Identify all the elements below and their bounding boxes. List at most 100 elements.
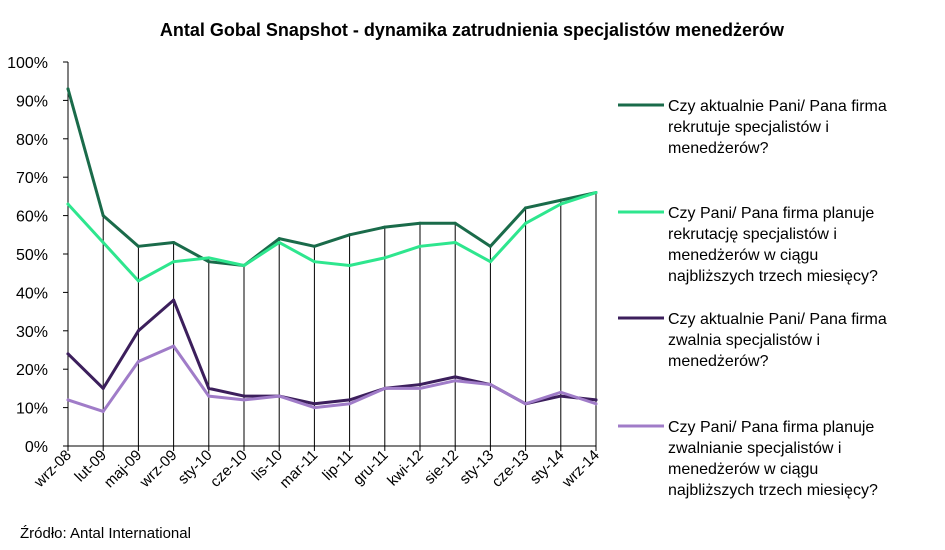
data-point [453,221,457,225]
x-tick-label: kwi-12 [384,447,427,490]
data-point [66,352,70,356]
data-point [559,390,563,394]
data-point [453,375,457,379]
data-point [101,409,105,413]
data-point [277,237,281,241]
data-point [418,386,422,390]
data-point [312,260,316,264]
x-tick-label: mar-11 [276,447,321,492]
data-point [453,379,457,383]
y-tick-label: 90% [16,93,48,110]
data-point [312,406,316,410]
data-point [348,402,352,406]
data-point [524,402,528,406]
data-point [101,214,105,218]
legend-label: menedżerów w ciągu [668,461,818,478]
data-point [136,244,140,248]
data-point [348,264,352,268]
y-tick-label: 0% [25,439,48,456]
legend-item-1: Czy aktualnie Pani/ Pana firma rekrutuje … [618,98,887,157]
x-tick-label: sie-12 [421,447,462,488]
data-point [524,206,528,210]
data-point [101,240,105,244]
data-point [524,221,528,225]
y-tick-label: 50% [16,247,48,264]
legend-label: rekrutację specjalistów i [668,226,837,243]
data-point [488,244,492,248]
axes [67,62,596,447]
y-tick-label: 40% [16,285,48,302]
data-point [418,383,422,387]
data-point [242,398,246,402]
legend-label: menedżerów? [668,353,769,370]
series-line-4 [66,344,598,413]
data-point [418,221,422,225]
data-point [312,402,316,406]
data-point [383,386,387,390]
y-tick-labels: 0% 10% 20% 30% 40% 50% 60% 70% 80% 90% 100% [7,55,68,456]
x-tick-label: cze-13 [489,447,533,491]
x-tick-label: maj-09 [101,447,145,491]
x-tick-label: gru-11 [350,447,392,489]
series-lines [66,87,598,413]
series-line-1 [66,87,598,268]
source-note: Źródło: Antal International [20,525,191,542]
x-tick-label: cze-10 [207,447,251,491]
data-point [594,402,598,406]
chart-title: Antal Gobal Snapshot - dynamika zatrudni… [160,20,785,40]
data-point [348,233,352,237]
data-point [207,386,211,390]
legend-item-2: Czy Pani/ Pana firma planuje rekrutację s… [618,205,878,285]
x-tick-label: wrz-09 [136,447,181,492]
data-point [172,344,176,348]
data-point [488,260,492,264]
data-point [453,240,457,244]
drop-lines [67,88,597,446]
legend-label: zwalnianie specjalistów i [668,440,841,457]
y-tick-label: 20% [16,362,48,379]
data-point [136,360,140,364]
data-point [136,329,140,333]
data-point [101,386,105,390]
data-point [66,87,70,91]
data-point [594,191,598,195]
legend-label: Czy Pani/ Pana firma planuje [668,205,874,222]
data-point [207,260,211,264]
legend-item-4: Czy Pani/ Pana firma planuje zwalnianie s… [618,419,878,499]
data-point [172,240,176,244]
y-tick-label: 70% [16,170,48,187]
data-point [242,394,246,398]
data-point [383,225,387,229]
legend-label: menedżerów w ciągu [668,247,818,264]
x-tick-label: wrz-14 [558,447,603,492]
legend-label: menedżerów? [668,140,769,157]
x-tick-labels: wrz-08lut-09maj-09wrz-09sty-10cze-10lis-… [30,446,603,492]
data-point [207,394,211,398]
y-tick-label: 60% [16,209,48,226]
data-point [488,383,492,387]
data-point [418,244,422,248]
legend-label: najbliższych trzech miesięcy? [668,482,878,499]
legend-label: rekrutuje specjalistów i [668,119,829,136]
data-point [66,398,70,402]
data-point [594,398,598,402]
legend-label: Czy aktualnie Pani/ Pana firma [668,98,887,115]
data-point [348,398,352,402]
data-point [242,264,246,268]
data-point [172,260,176,264]
data-point [559,202,563,206]
data-point [559,198,563,202]
data-point [312,244,316,248]
data-point [383,256,387,260]
legend-label: zwalnia specjalistów i [668,332,820,349]
y-tick-label: 100% [7,55,48,72]
series-line-3 [66,298,598,406]
data-point [559,394,563,398]
legend-label: Czy Pani/ Pana firma planuje [668,419,874,436]
legend-label: najbliższych trzech miesięcy? [668,268,878,285]
legend-item-3: Czy aktualnie Pani/ Pana firma zwalnia sp… [618,311,887,370]
data-point [207,256,211,260]
y-tick-label: 30% [16,324,48,341]
